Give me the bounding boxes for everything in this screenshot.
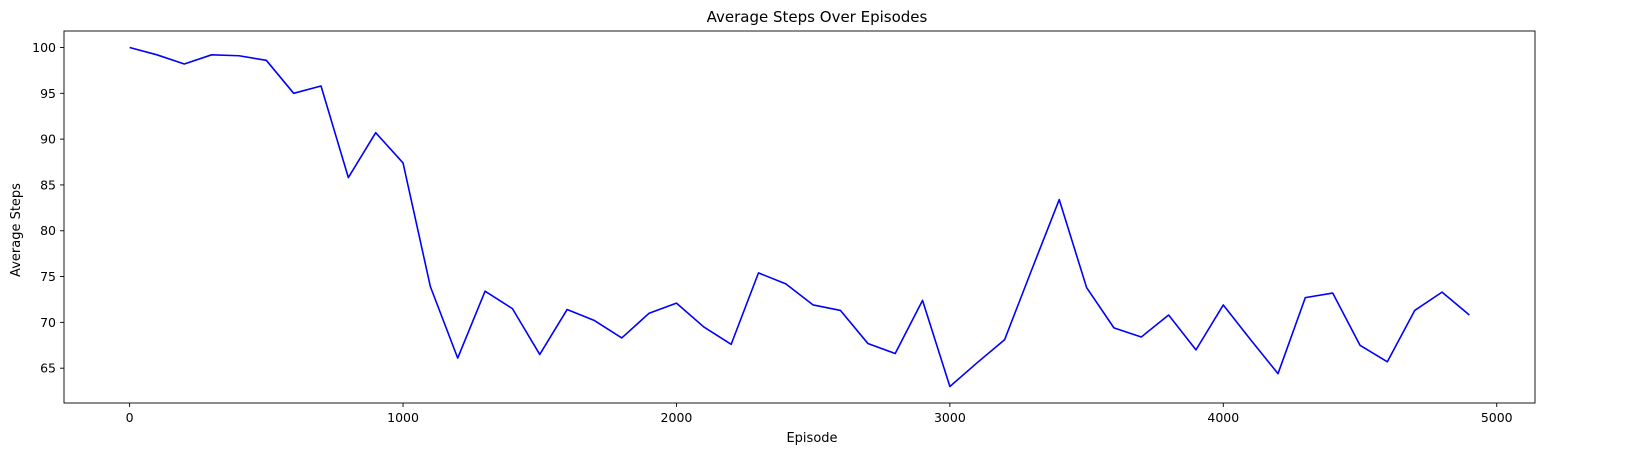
y-tick-label: 70 (40, 315, 56, 330)
y-tick-label: 85 (40, 177, 56, 192)
x-axis-label: Episode (786, 431, 837, 446)
x-tick-label: 4000 (1207, 410, 1239, 425)
y-axis-label: Average Steps (9, 183, 24, 277)
y-tick-label: 95 (40, 86, 56, 101)
y-tick-label: 90 (40, 132, 56, 147)
chart-title: Average Steps Over Episodes (707, 8, 928, 26)
x-tick-label: 2000 (661, 410, 693, 425)
x-tick-label: 0 (126, 410, 134, 425)
y-tick-label: 75 (40, 269, 56, 284)
y-tick-label: 80 (40, 223, 56, 238)
y-tick-label: 65 (40, 361, 56, 376)
series-line-0 (129, 46, 1470, 388)
x-tick-label: 5000 (1481, 410, 1513, 425)
x-tick-label: 3000 (934, 410, 966, 425)
y-tick-label: 100 (32, 40, 56, 55)
plot-frame (63, 30, 1536, 404)
plot-area: 0 1000 2000 3000 4000 5000 65 70 75 80 85 90 95 100 (32, 30, 1536, 425)
x-tick-label: 1000 (387, 410, 419, 425)
